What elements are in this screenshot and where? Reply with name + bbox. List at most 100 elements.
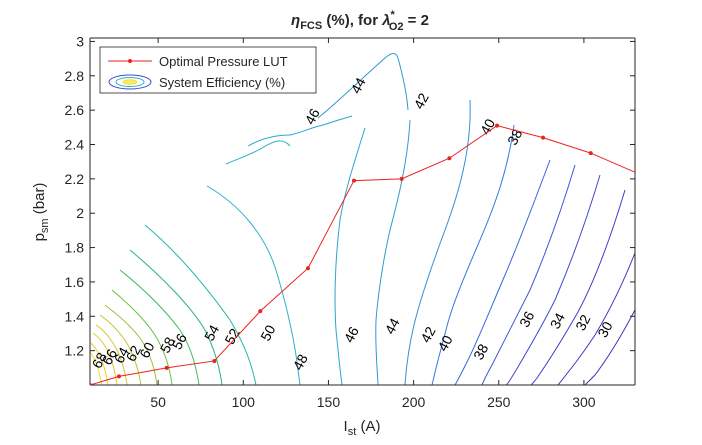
axes <box>89 37 636 386</box>
series-point <box>212 358 217 363</box>
legend-contour-ring-inner <box>122 79 138 85</box>
contour-label-34: 34 <box>547 310 569 331</box>
contour-line-44-upper <box>317 53 409 119</box>
x-axis-label-unit: (A) <box>356 418 380 435</box>
contour-line-30 <box>557 251 635 385</box>
series-point <box>399 176 404 181</box>
contour-line-42 <box>404 99 471 385</box>
contour-line-52 <box>129 249 223 385</box>
contour-line-46-upper <box>247 115 353 147</box>
series-point <box>541 135 546 140</box>
title-eta: η <box>291 12 300 29</box>
title-tail: = 2 <box>404 12 429 29</box>
contour-line-50 <box>144 224 257 385</box>
contour-label-42: 42 <box>410 90 432 111</box>
contour-line-60 <box>99 314 142 385</box>
contour-line-48-upper <box>225 140 291 165</box>
series-point <box>495 123 500 128</box>
y-tick-label: 2.8 <box>65 68 85 84</box>
legend-box <box>99 46 317 94</box>
contour-label-42: 42 <box>417 324 439 345</box>
x-axis-label: Ist (A) <box>344 418 381 438</box>
title-lambda: λ <box>381 12 390 29</box>
x-tick-label: 250 <box>487 394 511 410</box>
y-tick-label: 1.6 <box>65 274 85 290</box>
contour-line-40 <box>431 124 515 385</box>
x-axis-label-sub: st <box>348 426 357 438</box>
y-tick-label: 3 <box>76 33 84 49</box>
y-tick-label: 2.4 <box>65 137 85 153</box>
title-lambda-superscript: * <box>391 9 396 21</box>
contour-label-54: 54 <box>201 322 223 343</box>
y-ticks: 1.2 1.4 1.6 1.8 2 2.2 2.4 2.6 2.8 3 <box>65 33 635 359</box>
contour-label-44: 44 <box>347 75 369 96</box>
contour-line-56 <box>111 289 173 385</box>
contour-label-64: 64 <box>111 344 133 365</box>
x-tick-label: 100 <box>232 394 256 410</box>
series-point <box>351 178 356 183</box>
title-lambda-subscript: O2 <box>389 21 404 33</box>
contour-line-44 <box>375 119 411 385</box>
y-tick-label: 2 <box>76 205 84 221</box>
legend-lut-marker-swatch <box>128 59 132 63</box>
contour-label-68: 68 <box>88 350 110 371</box>
y-axis-label-unit: (bar) <box>31 183 48 219</box>
series-point <box>258 309 263 314</box>
contour-label-30: 30 <box>594 319 616 340</box>
contour-label-52: 52 <box>221 325 243 346</box>
contour-line-38 <box>454 159 551 385</box>
contour-label-46: 46 <box>301 106 323 127</box>
series-point <box>447 156 452 161</box>
contour-line-48 <box>206 185 301 385</box>
title-mid: (%), for <box>322 12 382 29</box>
contour-label-48: 48 <box>289 351 311 372</box>
contour-label-46: 46 <box>341 324 363 345</box>
contour-label-58: 58 <box>157 334 179 355</box>
contour-label-62: 62 <box>123 343 145 364</box>
contour-labels: 4846444240385250484644424038363432305456… <box>88 75 616 373</box>
contour-label-40: 40 <box>434 332 456 353</box>
contour-label-56: 56 <box>169 331 191 352</box>
legend-contour-swatch <box>108 74 152 90</box>
contour-line-54 <box>119 269 200 385</box>
series-point <box>306 266 310 271</box>
y-tick-label: 1.4 <box>65 308 85 324</box>
contour-line-28 <box>584 308 635 385</box>
contour-line-36 <box>481 164 576 385</box>
contour-label-38: 38 <box>470 341 492 362</box>
legend-contour-ring-outer <box>108 74 152 90</box>
legend-contour-ring-mid <box>115 77 145 87</box>
y-tick-label: 2.6 <box>65 102 85 118</box>
x-tick-label: 150 <box>317 394 341 410</box>
contour-label-44: 44 <box>381 315 403 336</box>
series-point <box>164 365 169 370</box>
chart-title: ηFCS (%), for λ* O2 = 2 <box>291 9 429 33</box>
legend: Optimal Pressure LUT System Efficiency (… <box>99 46 317 94</box>
y-axis-label: psm (bar) <box>31 183 51 242</box>
y-tick-label: 1.8 <box>65 240 85 256</box>
contour-label-66: 66 <box>99 346 121 367</box>
x-tick-label: 50 <box>150 394 166 410</box>
x-tick-label: 200 <box>402 394 426 410</box>
y-tick-label: 1.2 <box>65 343 85 359</box>
contour-line-62 <box>95 324 128 385</box>
efficiency-contours <box>90 53 635 385</box>
contour-label-36: 36 <box>516 308 538 329</box>
contour-line-58 <box>104 304 158 385</box>
title-eta-subscript: FCS <box>300 20 322 32</box>
legend-entry-lut: Optimal Pressure LUT <box>159 54 288 69</box>
y-axis-label-main: p <box>31 233 48 241</box>
contour-label-32: 32 <box>572 312 594 333</box>
series-point <box>116 374 121 379</box>
contour-label-40: 40 <box>477 116 499 137</box>
y-axis-label-sub: sm <box>39 218 51 233</box>
legend-entry-efficiency: System Efficiency (%) <box>159 75 285 90</box>
contour-line-32 <box>530 189 626 385</box>
series-layer <box>90 123 635 385</box>
x-tick-label: 300 <box>572 394 596 410</box>
contour-line-34 <box>505 174 601 385</box>
contour-label-50: 50 <box>257 322 279 343</box>
contour-line-46 <box>334 127 366 385</box>
series-point <box>90 383 92 385</box>
